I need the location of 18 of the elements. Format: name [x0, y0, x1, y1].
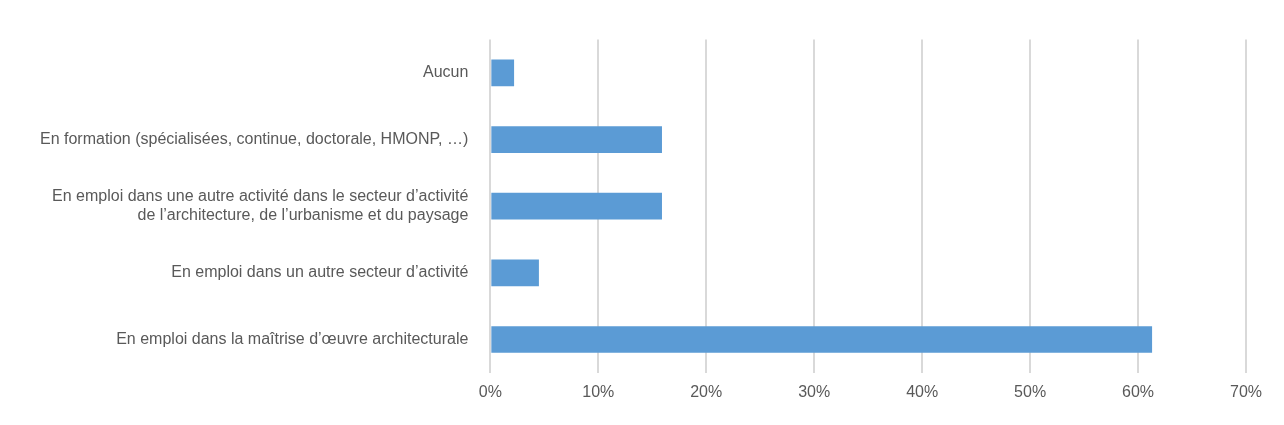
x-tick-label: 70% [1229, 382, 1263, 400]
bar [491, 326, 1153, 353]
y-tick-label: En emploi dans un autre secteur d’activité [171, 263, 469, 281]
bar [491, 59, 515, 87]
x-tick-label: 20% [690, 382, 723, 400]
x-tick-label: 50% [1014, 382, 1047, 400]
x-tick-label: 10% [582, 382, 615, 400]
bar [491, 192, 662, 220]
y-tick-label: Aucun [422, 63, 469, 81]
x-tick-label: 30% [798, 382, 831, 400]
bar [491, 259, 539, 287]
x-tick-label: 40% [906, 382, 939, 400]
x-tick-label: 60% [1122, 382, 1155, 400]
bar [491, 126, 662, 153]
y-tick-label: En emploi dans la maîtrise d’œuvre architecturale [116, 329, 469, 347]
y-tick-label: En emploi dans une autre activité dans le secteur d’activité de l’architecture, de l’urbanisme et du paysage [52, 187, 469, 224]
y-tick-label: En formation (spécialisées, continue, doctorale, HMONP, …) [39, 129, 469, 147]
x-tick-label: 0% [478, 382, 502, 400]
